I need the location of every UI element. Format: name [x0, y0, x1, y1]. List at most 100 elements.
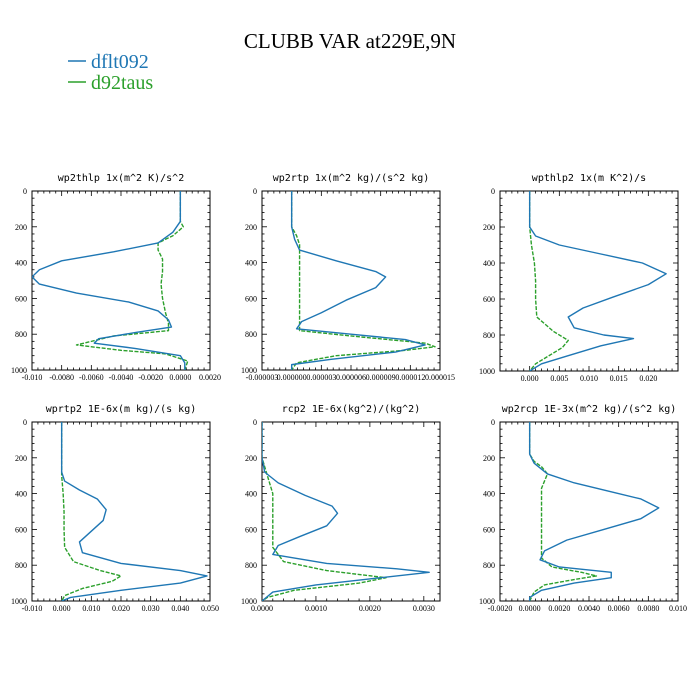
y-tick-label: 800: [483, 561, 495, 570]
x-tick-label: -0.0020: [138, 373, 163, 382]
series-line-d92taus: [75, 191, 189, 370]
x-tick-label: 0.000003: [306, 373, 336, 382]
panel-title: wp2rtp 1x(m^2 kg)/(s^2 kg): [273, 173, 430, 184]
x-tick-label: -0.0020: [488, 604, 513, 613]
series-line-dflt092: [528, 191, 667, 371]
legend-label-dflt092: dflt092: [91, 51, 149, 73]
y-tick-label: 200: [245, 223, 257, 232]
x-tick-label: 0.000000: [277, 373, 307, 382]
x-tick-label: 0.010: [82, 604, 100, 613]
x-tick-label: 0.015: [610, 374, 628, 383]
series-line-dflt092: [262, 422, 430, 601]
y-tick-label: 0: [253, 187, 257, 196]
x-tick-label: 0.0000: [519, 604, 541, 613]
y-tick-label: 200: [15, 454, 27, 463]
x-tick-label: 0.030: [142, 604, 160, 613]
panel-title: wp2thlp 1x(m^2 K)/s^2: [58, 173, 184, 184]
series-line-d92taus: [528, 191, 569, 371]
series-line-dflt092: [60, 422, 208, 601]
y-tick-label: 1000: [479, 367, 495, 376]
y-tick-label: 1000: [241, 597, 257, 606]
x-tick-label: 0.000009: [366, 373, 396, 382]
y-tick-label: 400: [245, 259, 257, 268]
y-tick-label: 600: [245, 294, 257, 303]
plot-frame: [261, 421, 441, 602]
y-tick-label: 200: [483, 223, 495, 232]
panel-4: wprtp2 1E-6x(m kg)/(s kg) 0 200 400 600 800 10…: [11, 404, 219, 613]
y-tick-label: 200: [245, 454, 257, 463]
series-line-dflt092: [32, 191, 186, 370]
y-tick-label: 800: [483, 331, 495, 340]
x-tick-label: 0.000: [53, 604, 71, 613]
y-tick-label: 0: [23, 187, 27, 196]
x-tick-label: 0.0020: [548, 604, 570, 613]
y-tick-label: 600: [15, 294, 27, 303]
y-tick-label: 1000: [11, 366, 27, 375]
x-tick-label: -0.010: [22, 373, 43, 382]
x-tick-label: 0.010: [580, 374, 598, 383]
x-tick-label: 0.0030: [413, 604, 435, 613]
plot-frame: [31, 190, 211, 371]
x-tick-label: 0.010: [669, 604, 687, 613]
x-tick-label: 0.0000: [169, 373, 191, 382]
y-tick-label: 0: [491, 187, 495, 196]
x-tick-label: 0.0080: [637, 604, 659, 613]
y-tick-label: 200: [15, 223, 27, 232]
x-tick-label: 0.0040: [578, 604, 600, 613]
y-tick-label: 0: [491, 418, 495, 427]
panel-2: wp2rtp 1x(m^2 kg)/(s^2 kg) 0 200 400 600 800 1…: [241, 173, 455, 382]
series-line-dflt092: [290, 191, 426, 370]
x-tick-label: 0.0020: [199, 373, 221, 382]
y-tick-label: 0: [253, 418, 257, 427]
y-tick-label: 1000: [479, 597, 495, 606]
y-tick-label: 400: [245, 490, 257, 499]
x-tick-label: -0.0080: [49, 373, 74, 382]
plot-frame: [261, 190, 441, 371]
series-line-dflt092: [528, 422, 660, 601]
plot-frame: [499, 190, 679, 372]
legend-label-d92taus: d92taus: [91, 72, 153, 94]
y-tick-label: 600: [483, 525, 495, 534]
y-tick-label: 400: [483, 259, 495, 268]
panel-6: wp2rcp 1E-3x(m^2 kg)/(s^2 kg) 0 200 400 600 8…: [479, 404, 687, 613]
panel-title: wprtp2 1E-6x(m kg)/(s kg): [46, 404, 197, 415]
x-tick-label: 0.000015: [425, 373, 455, 382]
series-line-d92taus: [60, 422, 122, 601]
x-tick-label: 0.020: [639, 374, 657, 383]
panel-3: wpthlp2 1x(m K^2)/s 0 200 400 600 800 1000 0.00…: [479, 173, 679, 383]
y-tick-label: 400: [15, 490, 27, 499]
x-tick-label: -0.000003: [246, 373, 279, 382]
y-tick-label: 600: [15, 525, 27, 534]
series-line-d92taus: [528, 422, 598, 601]
y-tick-label: 800: [245, 561, 257, 570]
panel-title: wpthlp2 1x(m K^2)/s: [532, 173, 646, 184]
y-tick-label: 1000: [241, 366, 257, 375]
series-line-d92taus: [290, 191, 436, 370]
x-tick-label: -0.0060: [79, 373, 104, 382]
x-tick-label: 0.000012: [395, 373, 425, 382]
y-tick-label: 600: [245, 525, 257, 534]
x-tick-label: 0.0020: [359, 604, 381, 613]
main-title: CLUBB VAR at229E,9N: [244, 29, 456, 53]
y-tick-label: 600: [483, 295, 495, 304]
x-tick-label: -0.010: [22, 604, 43, 613]
y-tick-label: 200: [483, 454, 495, 463]
y-tick-label: 400: [15, 259, 27, 268]
y-tick-label: 800: [15, 330, 27, 339]
y-tick-label: 1000: [11, 597, 27, 606]
panels: wp2thlp 1x(m^2 K)/s^202004006008001000-0…: [11, 173, 687, 613]
panel-title: rcp2 1E-6x(kg^2)/(kg^2): [282, 404, 420, 415]
legend: dflt092 d92taus: [68, 51, 153, 94]
panel-1: wp2thlp 1x(m^2 K)/s^202004006008001000-0…: [11, 173, 221, 382]
y-tick-label: 800: [245, 330, 257, 339]
plot-frame: [31, 421, 211, 602]
x-tick-label: 0.000006: [336, 373, 366, 382]
x-tick-label: 0.0010: [305, 604, 327, 613]
x-tick-label: 0.0000: [251, 604, 273, 613]
x-tick-label: 0.005: [550, 374, 568, 383]
x-tick-label: 0.0060: [608, 604, 630, 613]
panel-title: wp2rcp 1E-3x(m^2 kg)/(s^2 kg): [502, 404, 677, 415]
x-tick-label: 0.040: [171, 604, 189, 613]
x-tick-label: -0.0040: [109, 373, 134, 382]
